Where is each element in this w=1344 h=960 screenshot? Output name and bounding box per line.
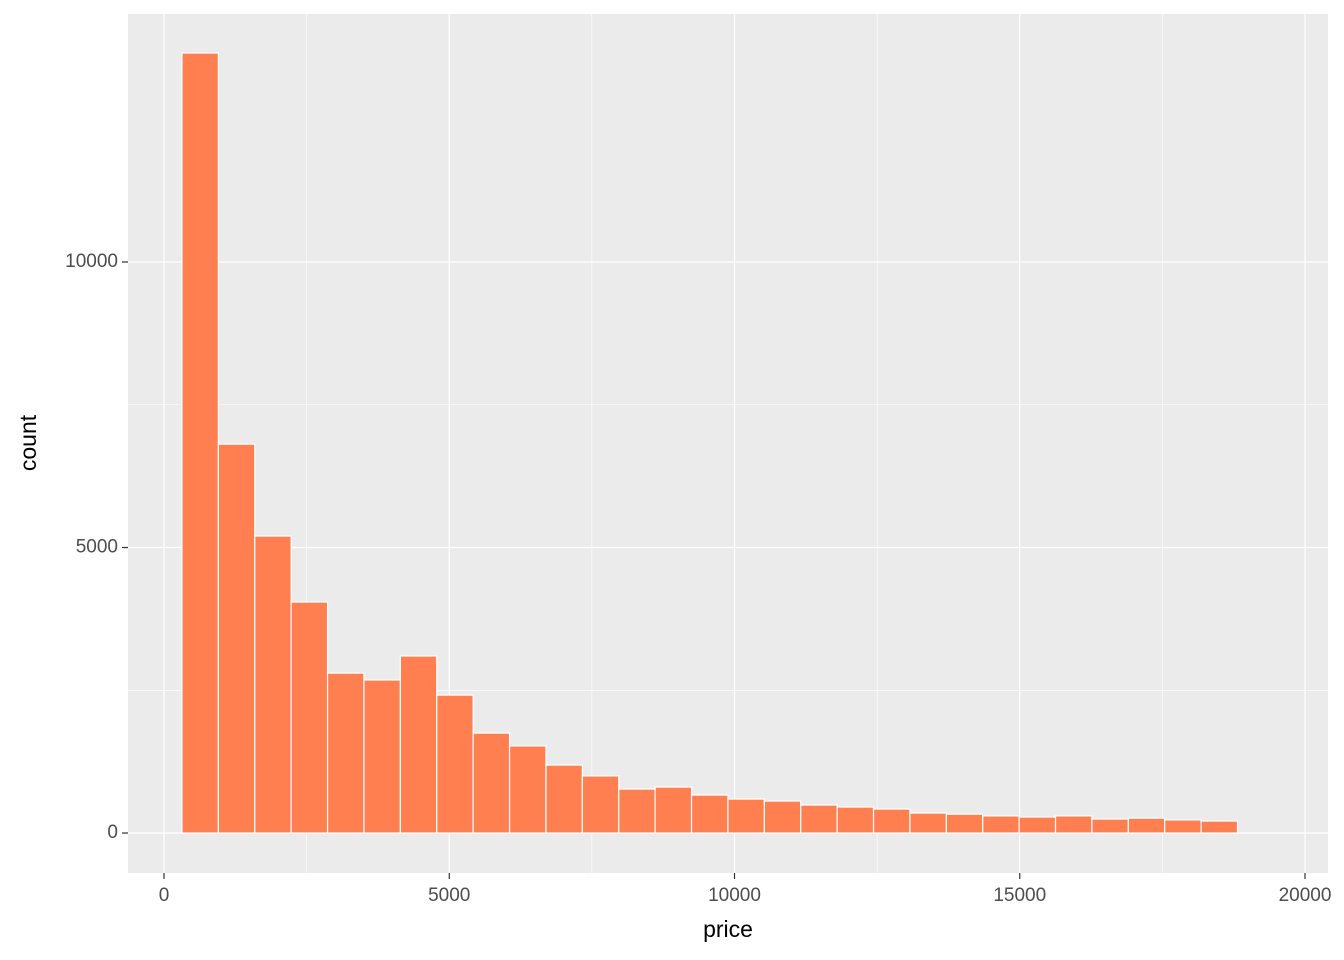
bar	[581, 775, 620, 834]
x-tick-label: 5000	[428, 885, 470, 906]
bar	[472, 732, 511, 834]
x-tick-label: 0	[159, 885, 170, 906]
bar	[217, 443, 256, 834]
bar	[872, 808, 911, 834]
bar	[1091, 818, 1129, 834]
bar	[436, 694, 474, 834]
bar	[618, 788, 656, 834]
bar	[1018, 816, 1057, 834]
x-tick-label: 20000	[1279, 885, 1332, 906]
y-tick-label: 5000	[76, 537, 118, 558]
x-axis-title: price	[703, 916, 753, 942]
x-tick-label: 15000	[993, 885, 1046, 906]
bar	[727, 798, 765, 834]
bar	[654, 786, 693, 834]
bar	[1127, 817, 1166, 834]
bar	[326, 672, 365, 834]
bar	[1200, 820, 1239, 834]
bar	[909, 812, 947, 834]
bar	[1054, 815, 1093, 834]
y-axis-title: count	[15, 414, 41, 471]
bar	[290, 601, 329, 834]
bar	[363, 679, 401, 834]
bar	[945, 813, 984, 834]
bar	[690, 794, 729, 834]
x-tick-label: 10000	[708, 885, 761, 906]
bar	[836, 806, 875, 834]
y-tick-label: 0	[107, 822, 118, 843]
bar	[800, 804, 838, 834]
bar	[181, 52, 219, 834]
axes: 0 5000 10000 15000 20000 0 5000 10000	[65, 251, 1331, 906]
y-tick-label: 10000	[65, 251, 118, 272]
bars	[181, 52, 1239, 834]
bar	[763, 800, 802, 834]
bar	[982, 815, 1020, 834]
bar	[508, 745, 547, 834]
bar	[1164, 819, 1202, 834]
bar	[254, 535, 292, 834]
bar	[399, 655, 438, 834]
bar	[545, 764, 583, 834]
